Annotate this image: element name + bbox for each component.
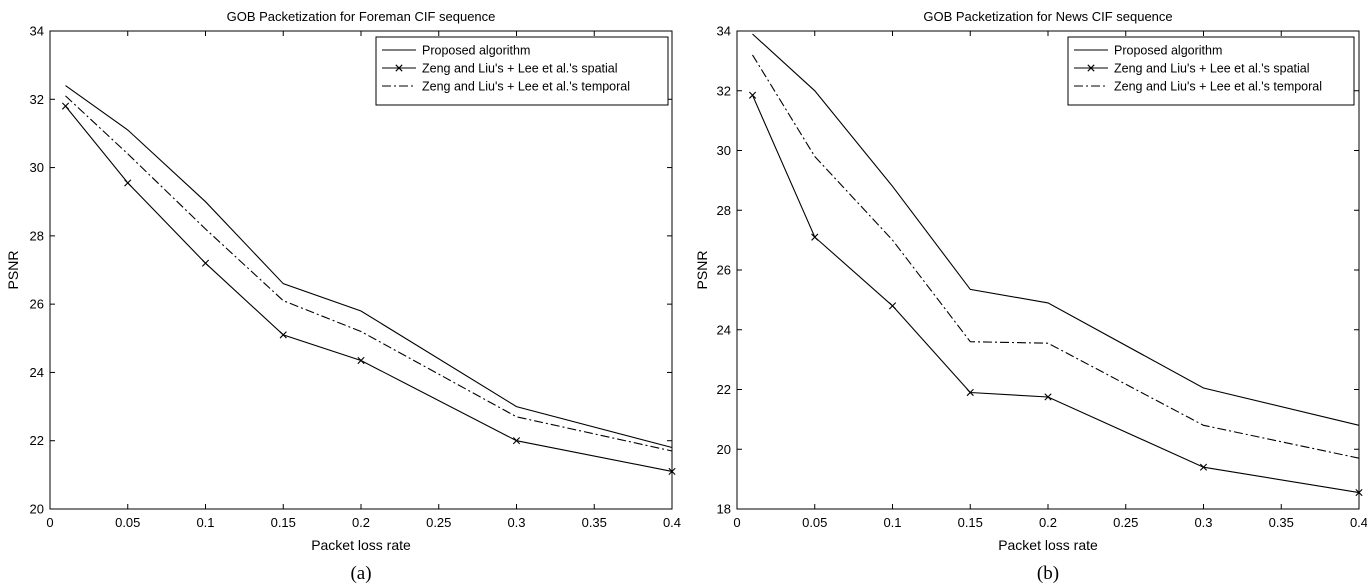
y-tick-label: 20 (30, 502, 44, 517)
y-tick-label: 22 (30, 433, 44, 448)
x-tick-label: 0.4 (663, 515, 681, 530)
y-tick-label: 18 (717, 502, 731, 517)
y-tick-label: 30 (30, 160, 44, 175)
data-point (357, 356, 365, 365)
legend-entry: Zeng and Liu's + Lee et al.'s spatial (422, 62, 618, 76)
y-tick-label: 20 (717, 442, 731, 457)
y-tick-label: 30 (717, 143, 731, 158)
data-point (966, 388, 974, 397)
series-line (65, 85, 673, 449)
series-0 (65, 85, 673, 449)
y-tick-label: 24 (30, 365, 44, 380)
x-tick-label: 0.35 (1269, 515, 1294, 530)
data-point (61, 102, 70, 110)
series-2 (65, 95, 673, 452)
series-1 (61, 102, 676, 476)
y-axis-label: PSNR (5, 251, 21, 290)
series-line (65, 95, 673, 452)
y-tick-label: 32 (30, 92, 44, 107)
figure-caption: (a) (350, 563, 371, 584)
series-1 (748, 91, 1363, 497)
x-tick-label: 0.25 (426, 515, 451, 530)
x-tick-label: 0.2 (352, 515, 370, 530)
x-tick-label: 0.25 (1113, 515, 1138, 530)
y-tick-label: 26 (30, 297, 44, 312)
x-tick-label: 0.1 (196, 515, 214, 530)
data-point (1199, 463, 1208, 471)
chart-title: GOB Packetization for Foreman CIF sequen… (227, 9, 496, 24)
data-point (668, 467, 676, 476)
x-tick-label: 0 (733, 515, 740, 530)
legend-entry: Proposed algorithm (1114, 44, 1222, 58)
x-tick-label: 0 (46, 515, 53, 530)
legend-entry: Proposed algorithm (422, 44, 530, 58)
x-tick-label: 0.3 (507, 515, 525, 530)
data-point (124, 179, 132, 187)
data-point (201, 259, 210, 267)
legend-box (1067, 36, 1355, 106)
chart-1: GOB Packetization for News CIF sequence P… (694, 9, 1367, 584)
data-point (512, 437, 521, 445)
data-point (811, 233, 819, 241)
y-tick-label: 28 (717, 203, 731, 218)
data-point (1355, 488, 1363, 497)
x-tick-label: 0.1 (883, 515, 901, 530)
legend-marker (1087, 64, 1095, 72)
x-axis-label: Packet loss rate (311, 537, 411, 553)
legend: Proposed algorithm Zeng and Liu's + Lee e… (375, 36, 669, 106)
series-line (752, 33, 1360, 426)
y-tick-label: 28 (30, 228, 44, 243)
x-tick-label: 0.35 (582, 515, 607, 530)
data-point (279, 331, 287, 339)
y-tick-label: 32 (717, 83, 731, 98)
series-0 (752, 33, 1360, 426)
legend-box (375, 36, 669, 106)
chart-title: GOB Packetization for News CIF sequence (923, 9, 1172, 24)
legend-entry: Zeng and Liu's + Lee et al.'s temporal (1114, 80, 1322, 94)
y-tick-label: 34 (717, 24, 731, 39)
data-point (1044, 393, 1052, 401)
chart-0: GOB Packetization for Foreman CIF sequen… (5, 9, 681, 584)
series-line (752, 54, 1360, 459)
y-tick-label: 22 (717, 382, 731, 397)
x-tick-label: 0.3 (1194, 515, 1212, 530)
x-axis-label: Packet loss rate (998, 537, 1098, 553)
y-axis-label: PSNR (694, 251, 710, 290)
y-tick-label: 34 (30, 24, 44, 39)
x-tick-label: 0.15 (271, 515, 296, 530)
figure-caption: (b) (1037, 563, 1059, 584)
data-point (888, 302, 897, 310)
legend-entry: Zeng and Liu's + Lee et al.'s temporal (422, 80, 630, 94)
x-tick-label: 0.4 (1350, 515, 1367, 530)
x-tick-label: 0.05 (115, 515, 140, 530)
legend-entry: Zeng and Liu's + Lee et al.'s spatial (1114, 62, 1310, 76)
data-point (748, 91, 757, 99)
legend-marker (395, 64, 403, 72)
x-tick-label: 0.05 (802, 515, 827, 530)
x-tick-label: 0.15 (958, 515, 983, 530)
y-tick-label: 26 (717, 263, 731, 278)
series-2 (752, 54, 1360, 459)
legend: Proposed algorithm Zeng and Liu's + Lee e… (1067, 36, 1355, 106)
x-tick-label: 0.2 (1039, 515, 1057, 530)
y-tick-label: 24 (717, 322, 731, 337)
